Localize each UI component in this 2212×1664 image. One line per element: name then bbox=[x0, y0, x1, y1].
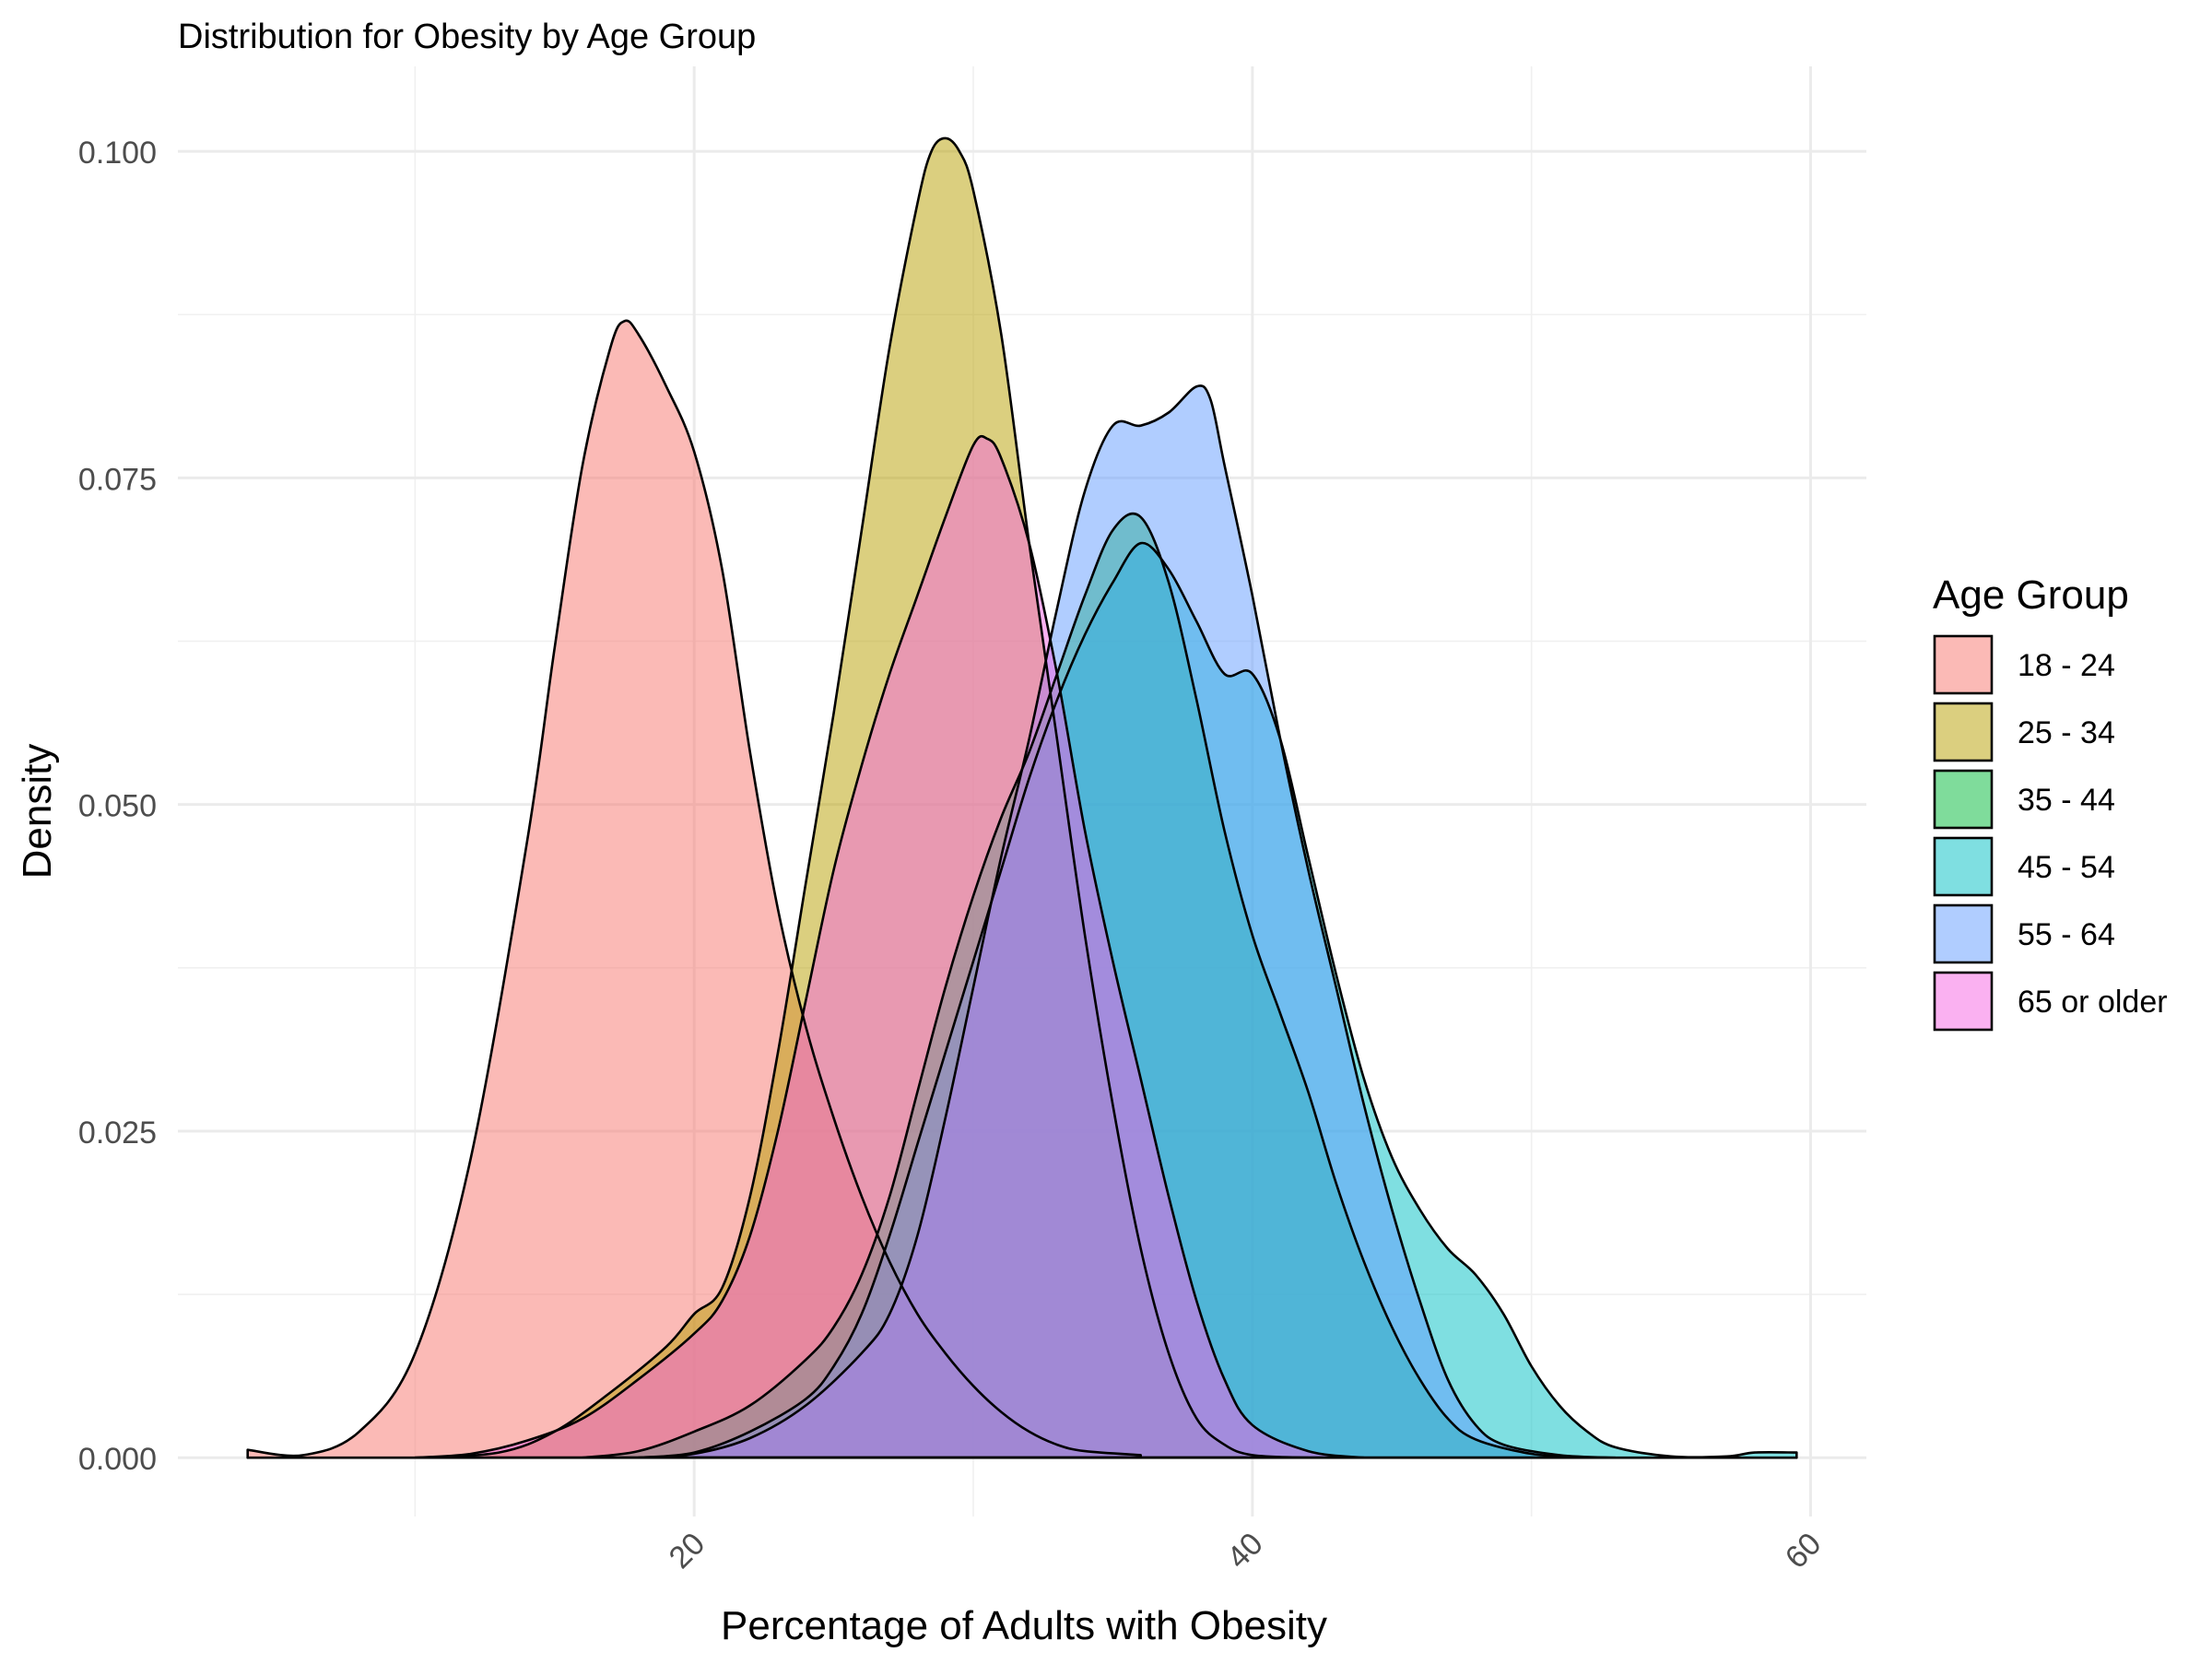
density-outlines bbox=[246, 136, 1798, 1459]
legend-key-55-64 bbox=[1933, 903, 1994, 964]
y-axis-label: Density bbox=[15, 744, 60, 879]
legend-key-35-44 bbox=[1933, 769, 1994, 830]
y-tick-label: 0.000 bbox=[78, 1442, 157, 1477]
density-area-55-64 bbox=[638, 385, 1616, 1458]
y-tick-label: 0.075 bbox=[78, 462, 157, 497]
legend-label-45-54: 45 - 54 bbox=[2018, 850, 2115, 885]
legend: Age Group 18 - 24 25 - 34 35 - 44 45 - 54 55… bbox=[1933, 572, 2168, 1032]
legend-key-65-or-older bbox=[1933, 971, 1994, 1032]
density-outline-18-24 bbox=[246, 319, 1142, 1459]
legend-key-45-54 bbox=[1933, 836, 1994, 897]
legend-label-18-24: 18 - 24 bbox=[2018, 648, 2115, 683]
density-outline-25-34 bbox=[414, 136, 1310, 1459]
density-outline-45-54 bbox=[637, 541, 1798, 1459]
legend-label-55-64: 55 - 64 bbox=[2018, 917, 2115, 952]
x-axis-label: Percentage of Adults with Obesity bbox=[721, 1603, 1327, 1648]
density-outline-65-or-older bbox=[414, 434, 1366, 1459]
y-tick-label: 0.025 bbox=[78, 1115, 157, 1151]
legend-key-25-34 bbox=[1933, 702, 1994, 762]
chart-title: Distribution for Obesity by Age Group bbox=[178, 18, 756, 56]
y-tick-label: 0.100 bbox=[78, 136, 157, 171]
legend-key-18-24 bbox=[1933, 634, 1994, 695]
y-tick-label: 0.050 bbox=[78, 789, 157, 824]
density-area-18-24 bbox=[247, 320, 1141, 1458]
density-outline-55-64 bbox=[637, 384, 1617, 1459]
legend-title: Age Group bbox=[1933, 572, 2129, 618]
density-outline-35-44 bbox=[581, 512, 1589, 1459]
density-areas bbox=[247, 137, 1797, 1458]
legend-label-35-44: 35 - 44 bbox=[2018, 783, 2115, 818]
legend-label-25-34: 25 - 34 bbox=[2018, 715, 2115, 750]
legend-label-65-or-older: 65 or older bbox=[2018, 985, 2168, 1020]
density-area-65-or-older bbox=[415, 436, 1364, 1458]
